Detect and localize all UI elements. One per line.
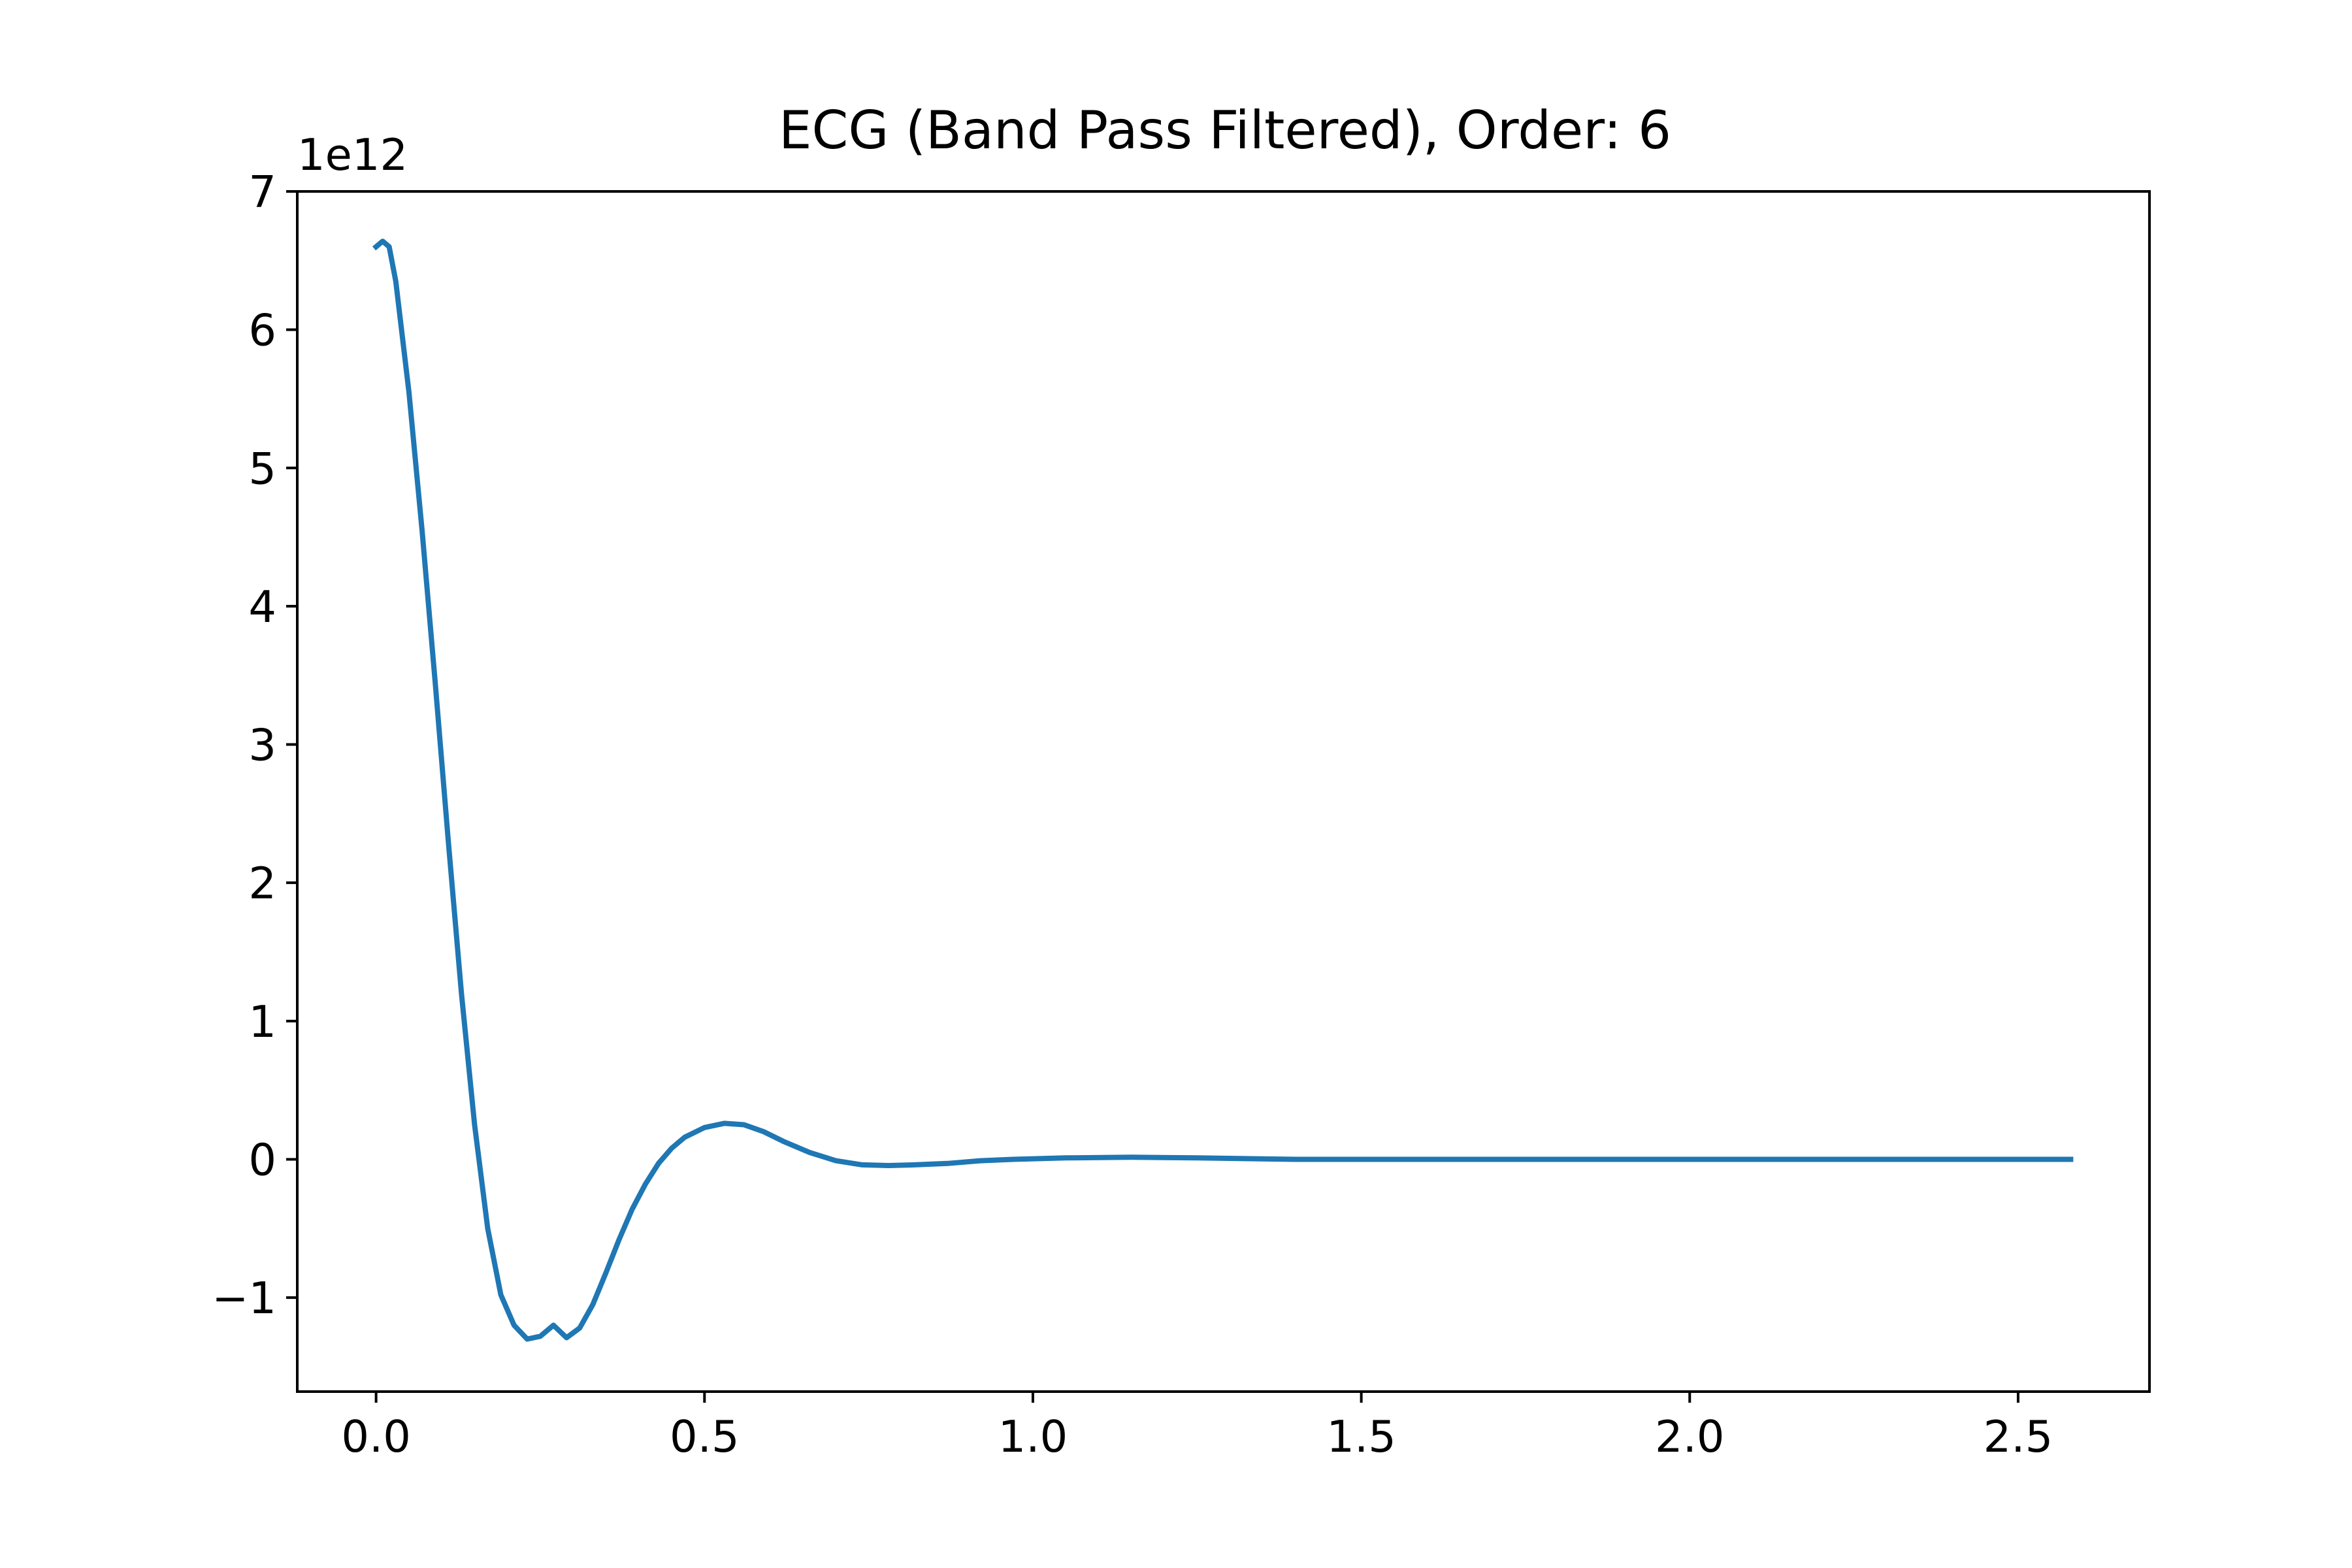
y-tick-label-1: 0 [248,1134,276,1185]
y-tick-label-5: 4 [248,581,276,632]
y-tick-label-8: 7 [248,167,276,218]
x-tick-label-4: 2.0 [1655,1411,1725,1462]
axes-frame [296,190,2151,1393]
y-tick-label-0: −1 [212,1273,276,1324]
x-tick-label-5: 2.5 [1984,1411,2053,1462]
y-tick-label-4: 3 [248,720,276,771]
x-tick-label-1: 0.5 [670,1411,740,1462]
y-tick-label-6: 5 [248,443,276,494]
x-tick-label-2: 1.0 [998,1411,1068,1462]
y-tick-label-3: 2 [248,858,276,909]
plot-area: 0.0 0.5 1.0 1.5 2.0 2.5 −1 0 1 2 3 4 5 6 7 [212,167,2151,1462]
x-tick-label-3: 1.5 [1326,1411,1396,1462]
y-tick-label-2: 1 [248,996,276,1047]
chart-title: ECG (Band Pass Filtered), Order: 6 [779,100,1671,161]
series-line-0 [372,238,2074,1342]
y-scale-offset-label: 1e12 [297,129,408,180]
x-tick-label-0: 0.0 [341,1411,411,1462]
y-tick-label-7: 6 [248,305,276,356]
